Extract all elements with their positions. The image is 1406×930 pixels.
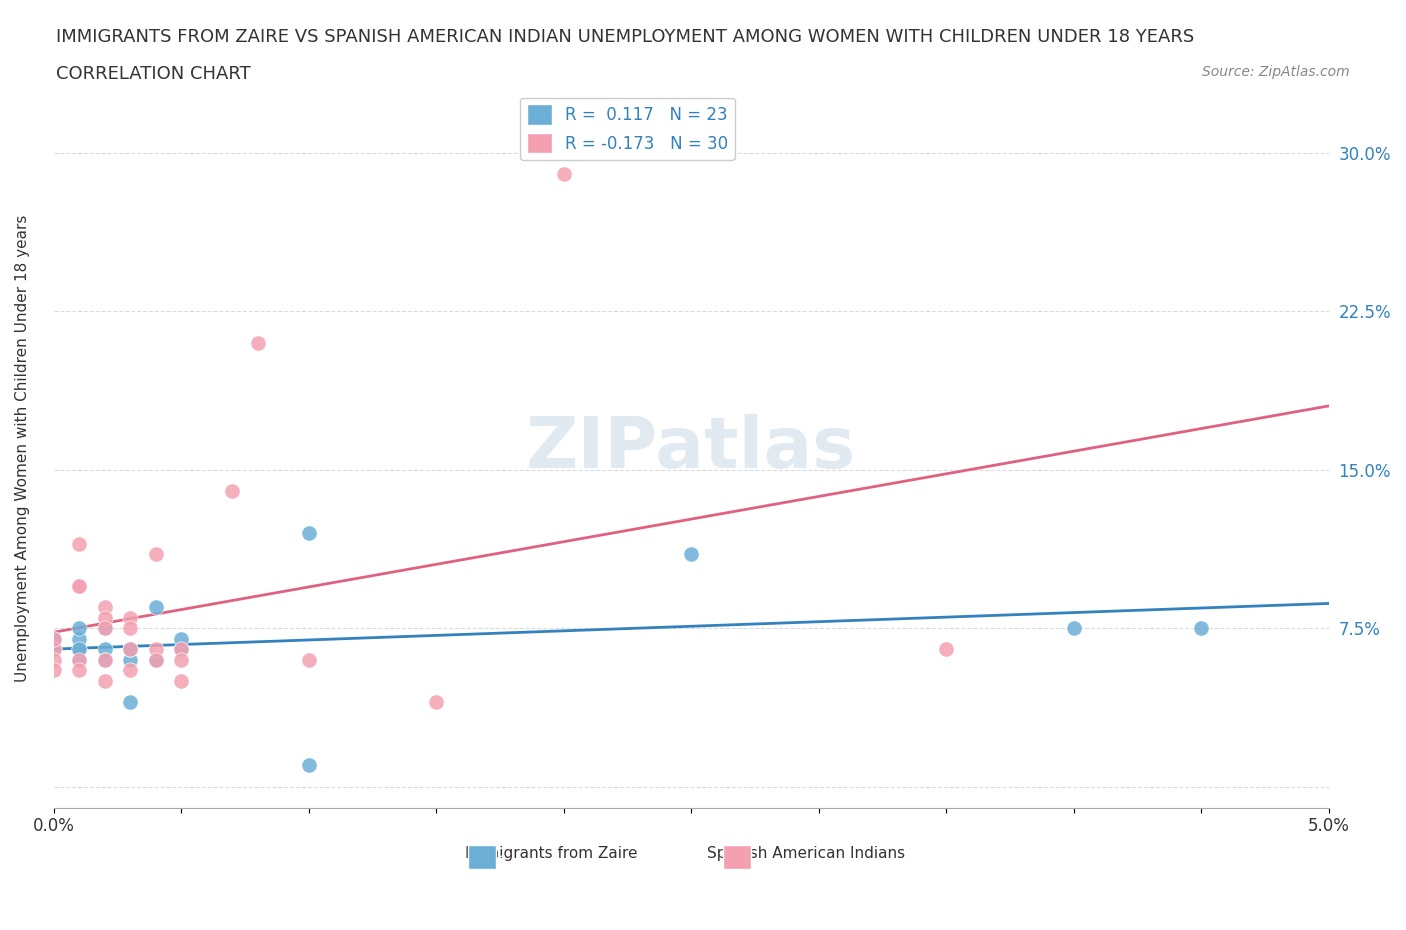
Point <box>67 652 90 667</box>
Point <box>935 642 957 657</box>
Point <box>298 652 321 667</box>
Point <box>93 620 115 635</box>
Point <box>170 673 193 688</box>
Text: Spanish American Indians: Spanish American Indians <box>707 846 905 861</box>
Text: ZIPatlas: ZIPatlas <box>526 414 856 483</box>
Text: IMMIGRANTS FROM ZAIRE VS SPANISH AMERICAN INDIAN UNEMPLOYMENT AMONG WOMEN WITH C: IMMIGRANTS FROM ZAIRE VS SPANISH AMERICA… <box>56 28 1195 46</box>
Point <box>298 758 321 773</box>
Point <box>42 642 65 657</box>
FancyBboxPatch shape <box>468 845 496 869</box>
Point <box>93 652 115 667</box>
Point <box>120 610 142 625</box>
Point <box>145 547 167 562</box>
Point <box>67 642 90 657</box>
Point <box>42 631 65 646</box>
Text: Source: ZipAtlas.com: Source: ZipAtlas.com <box>1202 65 1350 79</box>
Point <box>67 536 90 551</box>
Point <box>120 642 142 657</box>
Point <box>67 631 90 646</box>
Point <box>145 652 167 667</box>
Point <box>170 642 193 657</box>
Point <box>42 652 65 667</box>
Point <box>1063 620 1085 635</box>
Point <box>67 620 90 635</box>
Point <box>67 663 90 678</box>
Point <box>120 642 142 657</box>
Point <box>120 642 142 657</box>
Point <box>93 620 115 635</box>
Point <box>67 578 90 593</box>
Point <box>425 695 447 710</box>
Point <box>120 620 142 635</box>
Point <box>93 652 115 667</box>
Y-axis label: Unemployment Among Women with Children Under 18 years: Unemployment Among Women with Children U… <box>15 215 30 683</box>
FancyBboxPatch shape <box>723 845 751 869</box>
Point <box>170 631 193 646</box>
Point <box>67 642 90 657</box>
Point <box>67 652 90 667</box>
Point <box>145 642 167 657</box>
Point <box>1189 620 1212 635</box>
Point <box>221 484 243 498</box>
Point <box>553 166 575 181</box>
Point <box>93 673 115 688</box>
Legend: R =  0.117   N = 23, R = -0.173   N = 30: R = 0.117 N = 23, R = -0.173 N = 30 <box>520 98 735 160</box>
Point <box>246 336 269 351</box>
Point <box>42 663 65 678</box>
Point <box>170 652 193 667</box>
Point <box>93 642 115 657</box>
Point <box>145 652 167 667</box>
Point <box>298 525 321 540</box>
Point <box>681 547 703 562</box>
Point <box>93 610 115 625</box>
Point <box>42 631 65 646</box>
Point <box>120 663 142 678</box>
Text: Immigrants from Zaire: Immigrants from Zaire <box>464 846 637 861</box>
Point <box>120 652 142 667</box>
Point <box>93 600 115 615</box>
Point <box>145 600 167 615</box>
Point <box>120 695 142 710</box>
Text: CORRELATION CHART: CORRELATION CHART <box>56 65 252 83</box>
Point <box>170 642 193 657</box>
Point <box>67 578 90 593</box>
Point <box>42 642 65 657</box>
